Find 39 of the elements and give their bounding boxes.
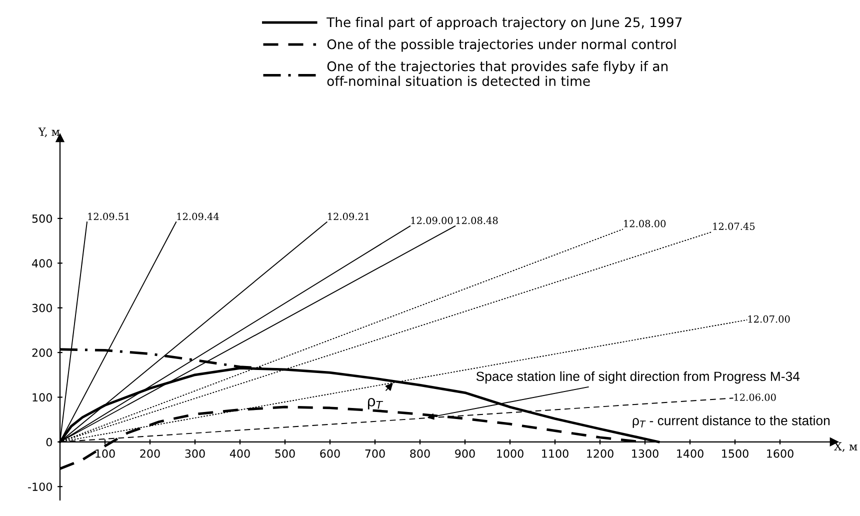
annotation: 12.08.48: [456, 216, 498, 224]
x-tick-label: 500: [275, 449, 295, 458]
x-tick-label: 100: [96, 449, 115, 458]
annotation: 12.09.44: [177, 212, 219, 220]
annotation: 12.09.21: [328, 212, 369, 220]
x-tick-label: 700: [365, 449, 385, 458]
annotation: Space station line of sight direction from Progress M-34: [476, 371, 800, 384]
x-tick-label: 200: [140, 449, 160, 458]
x-tick-label: 400: [230, 449, 250, 458]
x-tick-label: 1500: [722, 449, 748, 458]
annotation: 12.09.51: [88, 212, 129, 220]
x-tick-label: 1200: [587, 449, 614, 458]
annotation: ρ$_{T}$ - current distance to the station: [632, 416, 830, 428]
x-tick-label: 1100: [542, 449, 568, 458]
annotation: 12.07.00: [748, 315, 790, 323]
annotation: 12.09.00: [411, 216, 453, 224]
annotation: 12.08.00: [624, 220, 666, 228]
legend-label: The final part of approach trajectory on June 25, 1997: [326, 17, 682, 30]
x-tick-label: 1300: [632, 449, 658, 458]
legend-label: One of the trajectories that provides safe flyby if an off-nominal situation is detected in time: [327, 61, 668, 86]
y-axis-title: Y, м: [38, 128, 60, 138]
x-tick-label: 900: [455, 449, 475, 458]
y-tick-label: 200: [32, 348, 52, 357]
annotation: 12.06.00: [734, 394, 776, 401]
legend-label: One of the possible trajectories under normal control: [327, 39, 676, 52]
y-tick-label: 500: [32, 214, 52, 223]
annotation: ρ$_{T}$: [368, 398, 384, 410]
x-tick-label: 300: [185, 449, 205, 458]
y-tick-label: 400: [32, 259, 52, 268]
x-tick-label: 1600: [767, 449, 794, 458]
x-tick-label: 1400: [677, 449, 704, 458]
y-tick-label: 0: [46, 438, 52, 446]
annotation: 12.07.45: [713, 222, 755, 230]
y-tick-label: -100: [28, 482, 52, 491]
y-tick-label: 300: [32, 304, 52, 312]
y-tick-label: 100: [32, 393, 52, 402]
x-tick-label: 800: [410, 449, 430, 458]
x-tick-label: 1000: [497, 449, 524, 458]
x-tick-label: 600: [320, 449, 340, 458]
